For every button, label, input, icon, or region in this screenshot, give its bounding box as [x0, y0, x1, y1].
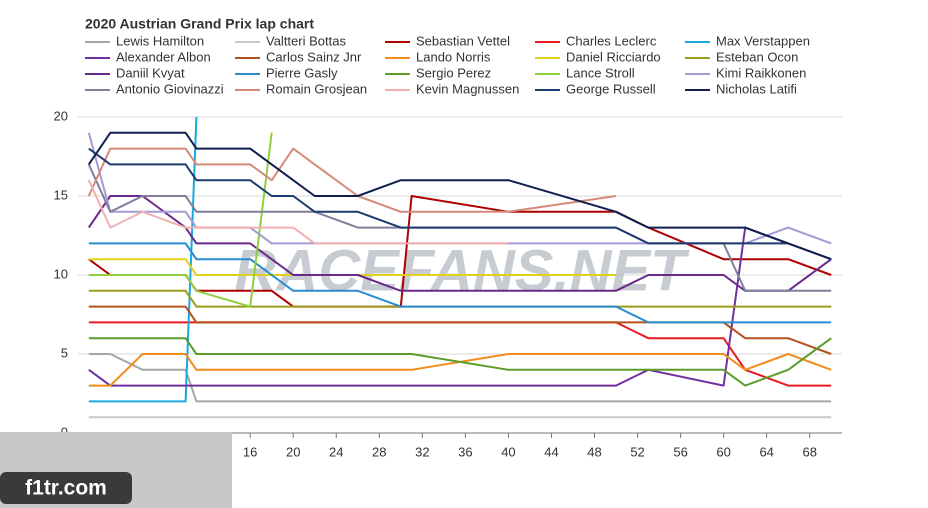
series-line	[88, 337, 832, 387]
legend-label: George Russell	[566, 81, 656, 96]
x-tick-label: 60	[716, 444, 730, 459]
y-tick-label: 0	[61, 424, 68, 439]
legend-label: Esteban Ocon	[716, 49, 798, 64]
watermark-badge	[0, 472, 132, 504]
legend-label: Daniel Ricciardo	[566, 49, 661, 64]
x-tick-label: 68	[802, 444, 816, 459]
legend-label: Nicholas Latifi	[716, 81, 797, 96]
chart-title: 2020 Austrian Grand Prix lap chart	[85, 16, 314, 32]
y-tick-label: 5	[61, 345, 68, 360]
legend-label: Sebastian Vettel	[416, 33, 510, 48]
series-line	[88, 258, 616, 276]
watermark: RACEFANS.NET	[234, 238, 690, 303]
series-line	[88, 116, 198, 403]
series-line	[88, 353, 832, 387]
series-line	[88, 132, 273, 308]
legend-label: Daniil Kvyat	[116, 65, 185, 80]
x-tick-label: 24	[329, 444, 343, 459]
legend-label: Antonio Giovinazzi	[116, 81, 224, 96]
series-line	[88, 305, 832, 355]
watermark-logo: f1tr.com	[25, 477, 107, 500]
legend-label: Lando Norris	[416, 49, 491, 64]
y-tick-label: 20	[54, 108, 68, 123]
legend-label: Kimi Raikkonen	[716, 65, 806, 80]
x-tick-label: 52	[630, 444, 644, 459]
legend-label: Lance Stroll	[566, 65, 635, 80]
legend-label: Valtteri Bottas	[266, 33, 346, 48]
y-tick-label: 10	[54, 266, 68, 281]
x-tick-label: 56	[673, 444, 687, 459]
legend-label: Sergio Perez	[416, 65, 491, 80]
series-line	[88, 353, 832, 403]
x-tick-label: 32	[415, 444, 429, 459]
series-line	[88, 226, 832, 387]
x-tick-label: 20	[286, 444, 300, 459]
x-tick-label: 28	[372, 444, 386, 459]
legend-label: Charles Leclerc	[566, 33, 657, 48]
series-line	[88, 289, 832, 308]
x-tick-label: 44	[544, 444, 558, 459]
legend-label: Romain Grosjean	[266, 81, 367, 96]
legend-label: Carlos Sainz Jnr	[266, 49, 362, 64]
legend-label: Pierre Gasly	[266, 65, 338, 80]
series-line	[87, 179, 509, 245]
legend-label: Kevin Magnussen	[416, 81, 519, 96]
legend-label: Alexander Albon	[116, 49, 211, 64]
series-line	[88, 242, 832, 324]
legend-label: Max Verstappen	[716, 33, 810, 48]
legend-label: Lewis Hamilton	[116, 33, 204, 48]
series-line	[88, 147, 789, 245]
x-tick-label: 64	[759, 444, 773, 459]
x-tick-label: 16	[243, 444, 257, 459]
x-tick-label: 36	[458, 444, 472, 459]
series-line	[87, 147, 617, 213]
x-tick-label: 40	[501, 444, 515, 459]
y-tick-label: 15	[54, 187, 68, 202]
x-tick-label: 48	[587, 444, 601, 459]
series-line	[87, 131, 832, 261]
